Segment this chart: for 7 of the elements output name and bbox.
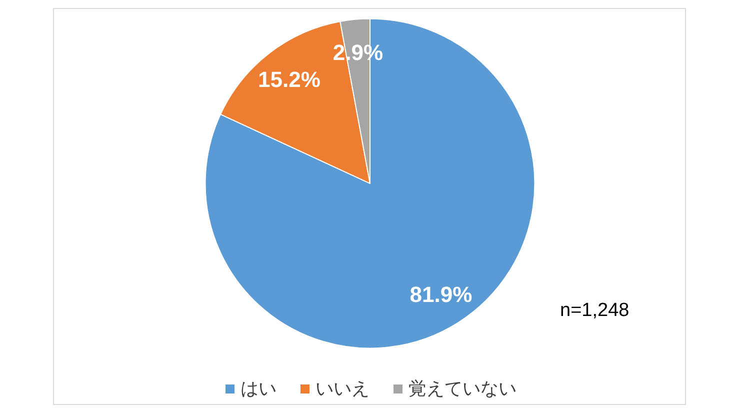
text: n=1,248 [560, 300, 630, 322]
legend-label: はい [240, 378, 276, 400]
legend-label: いいえ [316, 378, 370, 400]
legend-label: 覚えていない [408, 378, 516, 400]
data-label: 2.9% [332, 40, 384, 65]
data-label: 15.2% [258, 66, 320, 92]
data-label: 81.9% [410, 282, 472, 308]
